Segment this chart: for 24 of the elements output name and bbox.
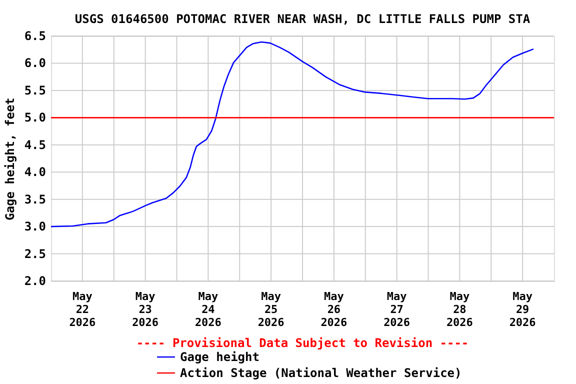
y-tick-label: 5.0 xyxy=(24,110,46,125)
y-tick-label: 5.5 xyxy=(24,83,46,98)
y-tick-label: 2.5 xyxy=(24,246,46,261)
y-tick-label: 2.0 xyxy=(24,274,46,288)
y-tick-label: 6.0 xyxy=(24,56,46,70)
x-tick-label: May 25 2026 xyxy=(258,290,285,329)
legend-label: Gage height xyxy=(180,350,260,364)
y-tick-label: 3.5 xyxy=(24,192,46,206)
y-tick-label: 3.0 xyxy=(24,220,46,234)
legend-label: Action Stage (National Weather Service) xyxy=(180,366,462,380)
y-tick-label: 4.5 xyxy=(24,138,46,152)
x-tick-label: May 26 2026 xyxy=(320,290,348,329)
x-tick-label: May 28 2026 xyxy=(446,290,474,329)
x-tick-label: May 29 2026 xyxy=(509,290,536,329)
line-series xyxy=(50,41,534,228)
chart-title: USGS 01646500 POTOMAC RIVER NEAR WASH, DC LITTLE FALLS PUMP STA xyxy=(74,12,531,26)
y-tick-label: 6.5 xyxy=(24,29,46,43)
y-axis-title: Gage height, feet xyxy=(3,98,17,220)
x-tick-label: May 23 2026 xyxy=(132,290,159,329)
x-tick-label: May 27 2026 xyxy=(384,290,410,329)
text: ---- Provisional Data Subject to Revision ---- xyxy=(136,336,469,350)
x-tick-label: May 22 2026 xyxy=(69,290,96,329)
x-tick-label: May 24 2026 xyxy=(194,290,222,329)
y-tick-label: 4.0 xyxy=(24,165,46,180)
